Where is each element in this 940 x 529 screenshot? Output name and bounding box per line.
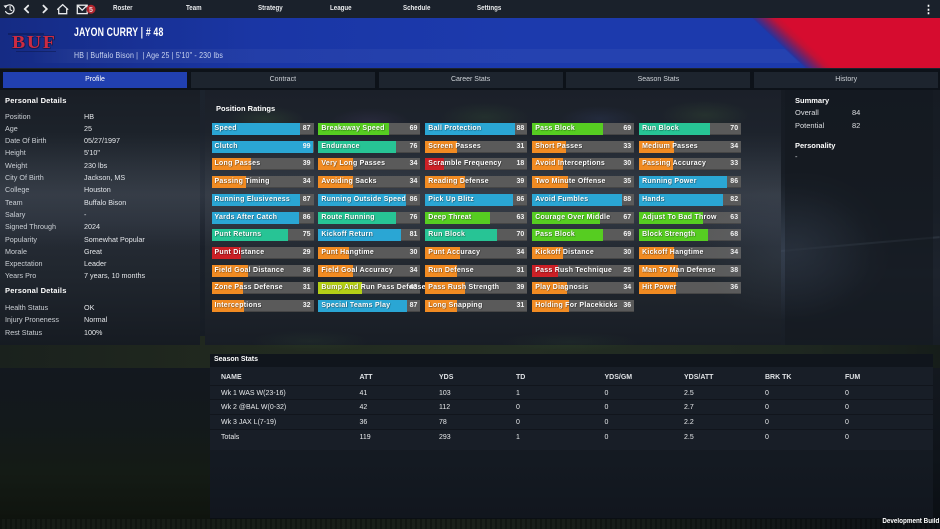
svg-text:5: 5 xyxy=(89,7,93,14)
